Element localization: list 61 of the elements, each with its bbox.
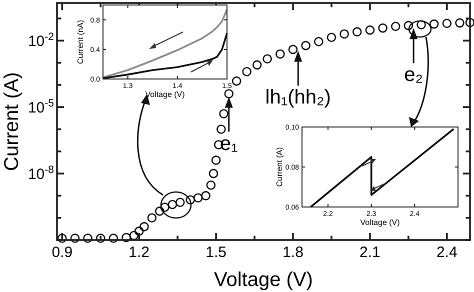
y-axis-title: Current (A) [1,72,23,171]
point [301,40,310,50]
point [429,19,439,29]
point [206,180,216,190]
point [193,193,203,202]
point [340,29,349,39]
point [57,234,67,243]
point [378,23,388,33]
point [252,60,262,70]
x-tick-label: 1.5 [206,244,226,261]
point [365,25,375,35]
point [219,109,228,118]
point [262,54,272,64]
point [134,226,144,236]
y-axis-title: Current (A) [275,146,284,187]
point [186,195,196,204]
x-tick-label: 1.8 [282,244,304,261]
point [352,27,362,36]
point [208,168,218,178]
point [232,76,242,86]
point [154,206,164,216]
x-axis-title: Voltage (V) [214,269,313,291]
annotation: e₂ [404,64,424,86]
y-tick-label: 10$^{-5}$ [28,97,54,116]
point [108,234,118,243]
point [147,213,157,222]
point [216,124,226,134]
point [96,234,106,243]
point [129,230,139,240]
x-axis-title: Voltage (V) [145,90,186,99]
line-series [102,32,228,80]
point [83,234,92,243]
point [465,18,474,28]
x-tick-label: 2.1 [360,244,380,261]
annotation: lh₁(hh₂) [265,86,331,109]
line-series [102,8,228,78]
x-axis-title: Voltage (V) [360,218,400,227]
point [211,156,221,165]
y-axis-title: Current (nA) [76,20,85,64]
point [224,89,234,98]
point [314,37,324,46]
point [242,66,252,76]
point [122,232,131,242]
point [140,222,149,232]
annotation: e₁ [220,132,238,155]
point [201,191,210,200]
line-series [310,128,455,208]
point [404,20,414,30]
point [326,32,336,42]
point [390,22,400,32]
point [455,18,464,28]
y-tick-label: 10$^{-8}$ [28,164,54,183]
point [276,49,285,59]
x-tick-label: 0.9 [52,244,73,261]
x-tick-label: 1.2 [128,244,150,261]
point [70,234,80,243]
x-tick-label: 2.4 [436,244,458,261]
point [160,202,170,212]
point [288,44,298,54]
point [442,18,452,28]
y-tick-label: 10$^{-2}$ [28,30,54,50]
